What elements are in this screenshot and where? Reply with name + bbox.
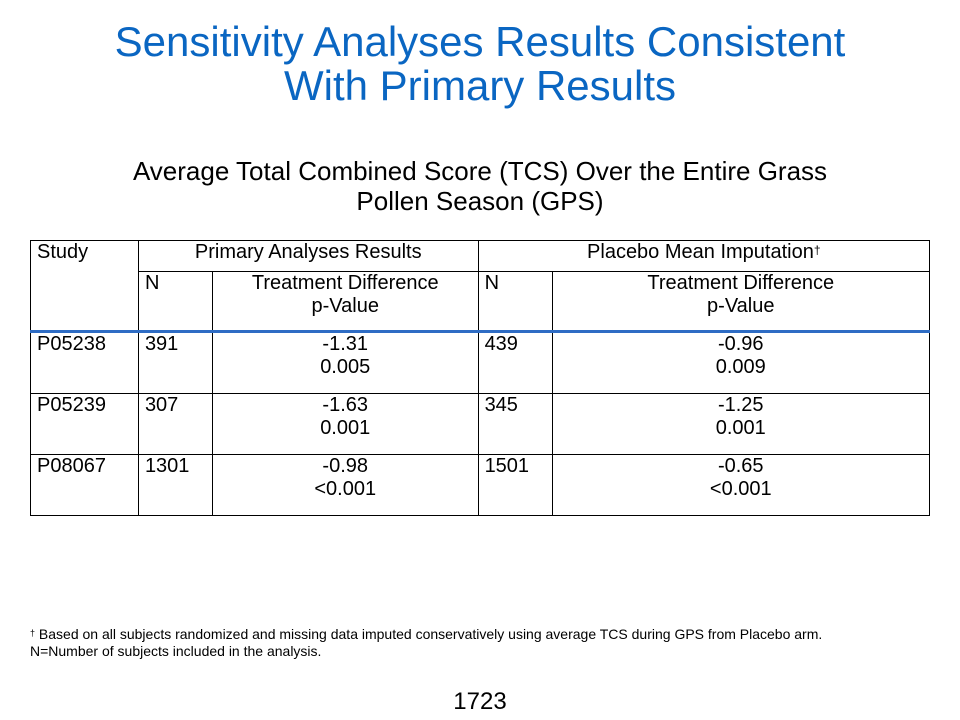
- placebo-imputation-header: Placebo Mean Imputation†: [477, 240, 931, 272]
- p-value: 0.001: [715, 417, 766, 439]
- study-cell: P05238: [30, 331, 139, 394]
- primary-analyses-header: Primary Analyses Results: [137, 240, 479, 272]
- difference-value: -1.31: [322, 333, 369, 355]
- p-value-label: p-Value: [311, 295, 379, 317]
- study-column-header: Study: [30, 240, 139, 332]
- n-cell: 1501: [477, 454, 553, 516]
- treatment-diff-header-primary: Treatment Difference p-Value: [211, 271, 479, 332]
- treatment-diff-label: Treatment Difference: [647, 272, 835, 294]
- result-cell: -1.25 0.001: [551, 393, 931, 455]
- n-cell: 439: [477, 331, 553, 394]
- dagger-mark: †: [813, 243, 821, 257]
- p-value: 0.005: [320, 356, 371, 378]
- p-value-label: p-Value: [707, 295, 775, 317]
- difference-value: -0.65: [717, 455, 764, 477]
- difference-value: -0.98: [322, 455, 369, 477]
- p-value: <0.001: [709, 478, 772, 500]
- p-value: 0.001: [320, 417, 371, 439]
- p-value: <0.001: [314, 478, 377, 500]
- table-row: P05238 391 -1.31 0.005 439 -0.96 0.009: [30, 331, 931, 394]
- p-value: 0.009: [715, 356, 766, 378]
- table-row: P05239 307 -1.63 0.001 345 -1.25 0.001: [30, 393, 931, 455]
- result-cell: -0.98 <0.001: [211, 454, 479, 516]
- treatment-diff-header-imputation: Treatment Difference p-Value: [551, 271, 931, 332]
- difference-value: -0.96: [717, 333, 764, 355]
- n-cell: 307: [137, 393, 213, 455]
- title-line-2: With Primary Results: [283, 62, 677, 109]
- result-cell: -1.31 0.005: [211, 331, 479, 394]
- caption-line-2: Pollen Season (GPS): [356, 186, 604, 216]
- table-sub-header-row: N Treatment Difference p-Value N Treatme…: [30, 271, 931, 332]
- n-header-primary: N: [137, 271, 213, 332]
- n-cell: 1301: [137, 454, 213, 516]
- dagger-mark: †: [30, 628, 36, 638]
- result-cell: -1.63 0.001: [211, 393, 479, 455]
- n-header-imputation: N: [477, 271, 553, 332]
- study-cell: P05239: [30, 393, 139, 455]
- footnote: † Based on all subjects randomized and m…: [30, 626, 940, 660]
- primary-analyses-label: Primary Analyses Results: [194, 241, 422, 263]
- treatment-diff-label: Treatment Difference: [251, 272, 439, 294]
- footnote-line-2: N=Number of subjects included in the ana…: [30, 643, 322, 659]
- table-group-header-row: Study Primary Analyses Results Placebo M…: [30, 240, 931, 332]
- slide-title: Sensitivity Analyses Results Consistent …: [0, 20, 960, 108]
- placebo-imputation-label: Placebo Mean Imputation: [587, 241, 814, 263]
- title-line-1: Sensitivity Analyses Results Consistent: [114, 18, 846, 65]
- difference-value: -1.63: [322, 394, 369, 416]
- n-cell: 391: [137, 331, 213, 394]
- result-cell: -0.65 <0.001: [551, 454, 931, 516]
- footnote-line-1: † Based on all subjects randomized and m…: [30, 626, 940, 643]
- n-cell: 345: [477, 393, 553, 455]
- table-row: P08067 1301 -0.98 <0.001 1501 -0.65 <0.0…: [30, 454, 931, 516]
- footnote-text: Based on all subjects randomized and mis…: [35, 626, 823, 642]
- caption-line-1: Average Total Combined Score (TCS) Over …: [132, 156, 828, 186]
- result-cell: -0.96 0.009: [551, 331, 931, 394]
- study-cell: P08067: [30, 454, 139, 516]
- page-number: 1723: [453, 688, 507, 715]
- difference-value: -1.25: [717, 394, 764, 416]
- table-caption: Average Total Combined Score (TCS) Over …: [0, 156, 960, 216]
- results-table: Study Primary Analyses Results Placebo M…: [30, 240, 931, 516]
